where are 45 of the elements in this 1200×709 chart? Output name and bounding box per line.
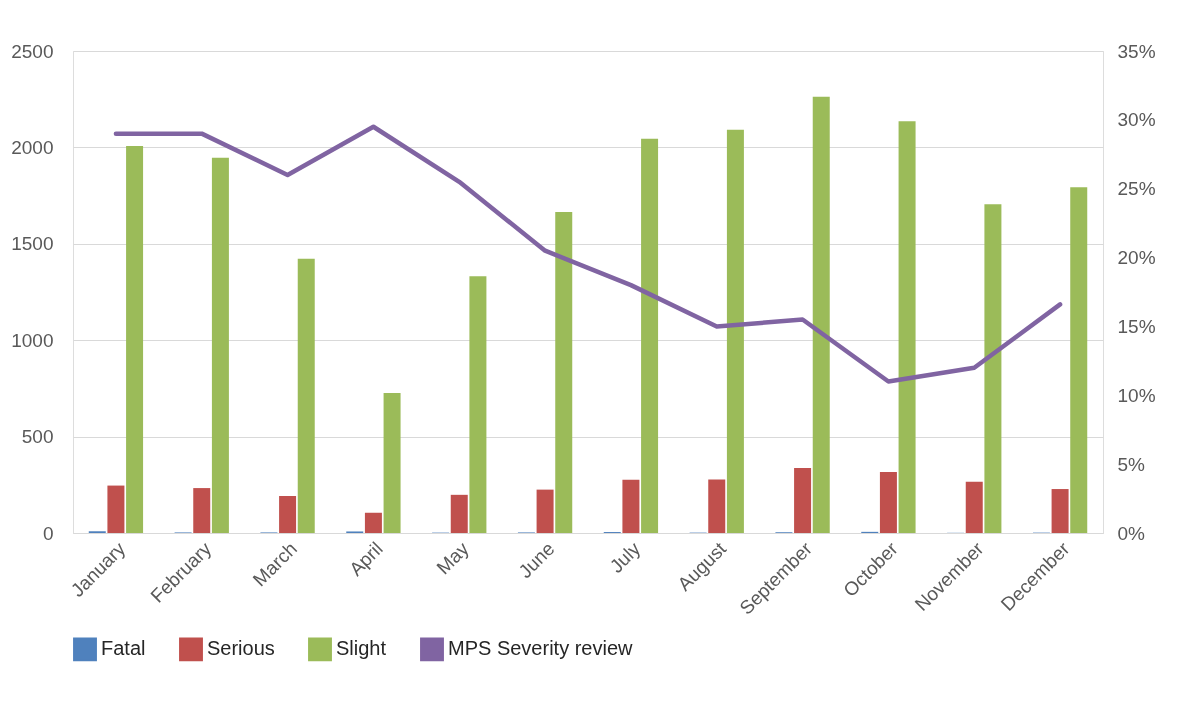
y2-tick-label: 0% bbox=[1117, 522, 1146, 544]
y-tick-label: 1000 bbox=[11, 329, 54, 351]
bar bbox=[450, 494, 468, 533]
bar bbox=[126, 146, 144, 533]
bar bbox=[641, 138, 659, 533]
bar bbox=[879, 471, 897, 533]
y2-tick-label: 30% bbox=[1117, 109, 1156, 131]
bar bbox=[898, 121, 916, 533]
bar bbox=[107, 485, 125, 533]
y-tick-label: 500 bbox=[21, 426, 54, 448]
bar bbox=[469, 276, 487, 533]
bar bbox=[536, 489, 554, 533]
bar bbox=[193, 488, 211, 533]
bar bbox=[812, 96, 830, 533]
y-tick-label: 0 bbox=[42, 522, 54, 544]
bar bbox=[965, 481, 983, 533]
y2-tick-label: 15% bbox=[1117, 315, 1156, 337]
legend-label: Serious bbox=[207, 637, 275, 660]
bar bbox=[383, 393, 401, 533]
x-tick-label: May bbox=[432, 537, 474, 579]
legend-label: Fatal bbox=[101, 637, 146, 660]
bar bbox=[726, 129, 744, 533]
bar bbox=[708, 479, 726, 533]
y2-tick-label: 5% bbox=[1117, 453, 1146, 475]
y2-tick-label: 20% bbox=[1117, 247, 1156, 269]
y2-tick-label: 35% bbox=[1117, 40, 1156, 62]
legend-label: MPS Severity review bbox=[448, 637, 634, 660]
bar bbox=[622, 479, 640, 533]
bar bbox=[794, 468, 812, 533]
y-tick-label: 2500 bbox=[11, 40, 54, 62]
bar bbox=[1070, 187, 1088, 533]
line-series bbox=[113, 124, 1063, 384]
bar bbox=[297, 258, 315, 533]
legend-label: Slight bbox=[336, 637, 387, 660]
bar bbox=[555, 211, 573, 533]
y-tick-label: 2000 bbox=[11, 136, 54, 158]
y2-tick-label: 25% bbox=[1117, 178, 1156, 200]
bar bbox=[984, 204, 1002, 533]
x-tick-label: July bbox=[605, 537, 645, 577]
y2-tick-label: 10% bbox=[1117, 384, 1156, 406]
bar bbox=[211, 157, 229, 533]
bar bbox=[1051, 489, 1069, 533]
y-tick-label: 1500 bbox=[11, 233, 54, 255]
bar bbox=[364, 512, 382, 533]
bar bbox=[279, 495, 297, 533]
